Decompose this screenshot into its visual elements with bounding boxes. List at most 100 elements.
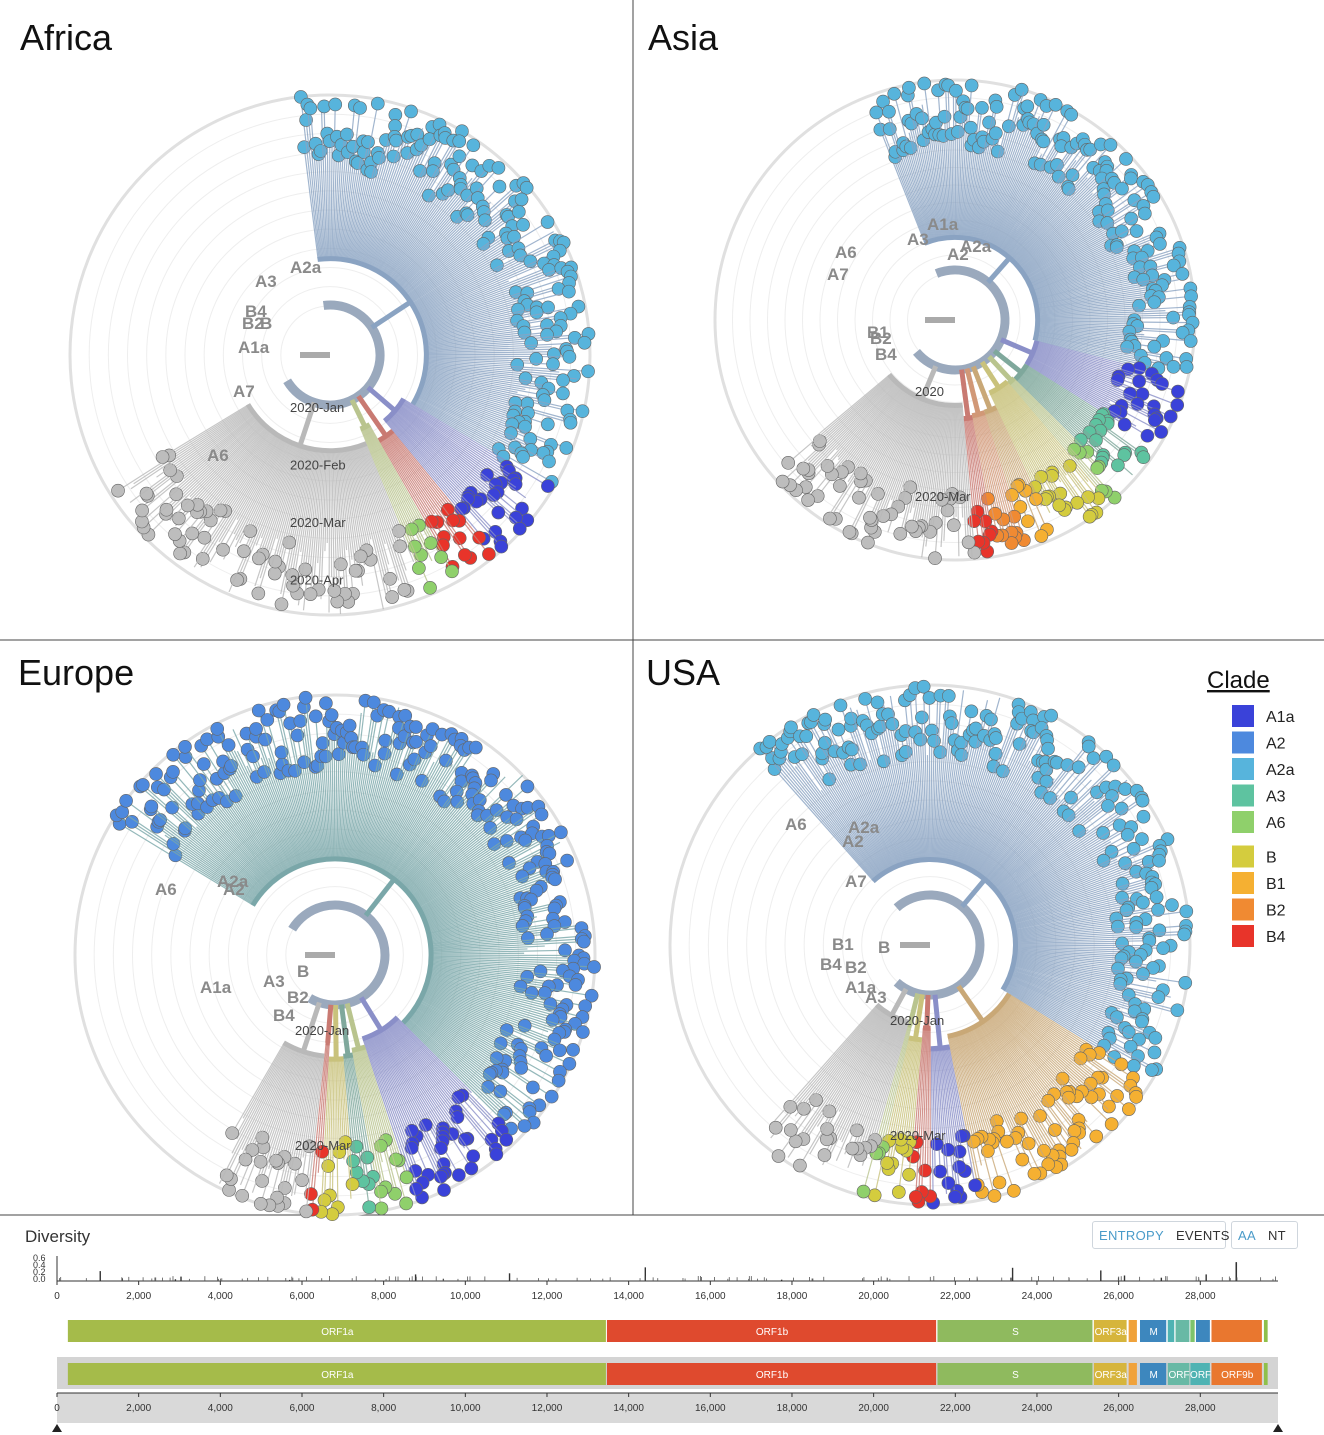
tree-branch — [381, 164, 452, 274]
tree-branch — [390, 415, 477, 502]
tree-branch — [953, 1034, 983, 1137]
tree-branch — [992, 1013, 1070, 1099]
tree-branch — [400, 799, 481, 886]
tree-branch — [300, 449, 317, 553]
tree-branch — [946, 405, 953, 511]
tree-branch — [902, 142, 933, 241]
tree-branch — [850, 725, 902, 865]
tree-branch — [871, 733, 908, 863]
tree-branch — [410, 236, 515, 304]
tree-branch — [338, 450, 354, 594]
tree-branch — [417, 255, 554, 317]
tree-branch — [1009, 974, 1112, 1014]
clade-group-a6 — [349, 398, 459, 595]
tree-branch — [1037, 311, 1190, 318]
tree-branch — [429, 969, 592, 997]
tip-node — [908, 1190, 923, 1204]
tree-branch — [1037, 325, 1145, 336]
nt-toggle-button[interactable]: NT — [1267, 1227, 1286, 1243]
tree-branch — [428, 976, 563, 1010]
tree-branch — [402, 219, 486, 293]
tree-branch — [350, 171, 372, 262]
tree-branch — [401, 182, 524, 292]
entropy-toggle-button[interactable]: ENTROPY — [1099, 1227, 1164, 1243]
tree-branch — [397, 773, 494, 884]
tree-branch — [1037, 307, 1139, 316]
tree-branch — [415, 398, 522, 454]
tip-node — [253, 1154, 268, 1169]
tip-node — [1147, 295, 1162, 310]
gene-block — [1211, 1320, 1262, 1342]
tree-branch — [424, 313, 571, 340]
aa-toggle-button[interactable]: AA — [1238, 1227, 1256, 1243]
events-toggle-button[interactable]: EVENTS — [1175, 1227, 1230, 1243]
tree-branch — [399, 403, 516, 485]
tip-node — [1152, 853, 1166, 868]
tree-branch — [836, 382, 898, 451]
tree-branch — [151, 805, 261, 896]
tip-node — [551, 1073, 566, 1088]
tree-branch — [991, 1014, 1088, 1123]
tip-node — [1129, 1090, 1143, 1104]
tree-branch — [139, 785, 263, 893]
tree-branch — [403, 814, 479, 889]
tree-branch — [365, 774, 398, 865]
tip-node — [1048, 1123, 1062, 1137]
tree-branch — [348, 448, 372, 560]
tree-branch — [984, 766, 1080, 880]
tree-branch — [1035, 345, 1179, 393]
tip-node — [562, 1056, 577, 1071]
tree-branch — [1008, 978, 1129, 1033]
tip-node — [863, 510, 877, 525]
tree-branch — [357, 753, 386, 862]
entropy-events-toggle[interactable]: ENTROPY EVENTS — [1092, 1221, 1229, 1249]
tree-branch — [976, 769, 1047, 875]
tree-branch — [373, 1033, 444, 1175]
tree-branch — [1000, 1004, 1096, 1086]
tree-branch — [428, 901, 561, 934]
tree-branch — [1009, 861, 1149, 916]
tree-branch — [428, 907, 555, 936]
tree-branch — [1020, 372, 1125, 456]
tip-node — [558, 943, 572, 958]
tree-branch — [419, 831, 562, 910]
clade-label-b4: B4 — [273, 1006, 295, 1025]
tree-branch — [356, 740, 386, 862]
tree-branch — [379, 1030, 444, 1138]
tree-branch — [183, 431, 274, 553]
tree-branch — [882, 400, 927, 517]
tree-branch — [353, 1049, 383, 1182]
tip-node — [1124, 211, 1139, 226]
tree-branch — [891, 723, 917, 861]
tree-branch — [302, 1055, 320, 1158]
tree-branch — [274, 447, 307, 562]
tree-branch — [995, 779, 1128, 891]
tree-branch — [394, 410, 517, 519]
clade-label-a1a: A1a — [238, 338, 270, 357]
tree-branch — [168, 405, 250, 456]
tree-branch — [337, 152, 349, 260]
tree-branch — [1017, 193, 1105, 268]
tip-node — [861, 535, 875, 550]
tree-branch — [116, 814, 255, 904]
date-label: 2020-Mar — [295, 1138, 351, 1153]
tree-branch — [1013, 378, 1088, 453]
tip-node — [917, 76, 932, 91]
tree-branch — [169, 423, 264, 521]
tree-branch — [909, 403, 937, 514]
tree-branch — [311, 1042, 328, 1210]
tree-branch — [1018, 174, 1132, 268]
tree-branch — [157, 786, 266, 890]
tree-branch — [982, 118, 1029, 243]
tree-branch — [877, 397, 921, 489]
tree-branch — [940, 1048, 958, 1191]
tree-branch — [325, 703, 333, 859]
aa-nt-toggle[interactable]: AA NT — [1231, 1221, 1298, 1249]
tree-branch — [413, 843, 495, 901]
tip-node — [325, 1207, 340, 1222]
tip-node — [587, 960, 601, 974]
tree-branch — [417, 260, 531, 315]
tree-branch — [959, 405, 970, 543]
tree-branch — [937, 723, 953, 860]
tip-node — [1099, 749, 1114, 764]
